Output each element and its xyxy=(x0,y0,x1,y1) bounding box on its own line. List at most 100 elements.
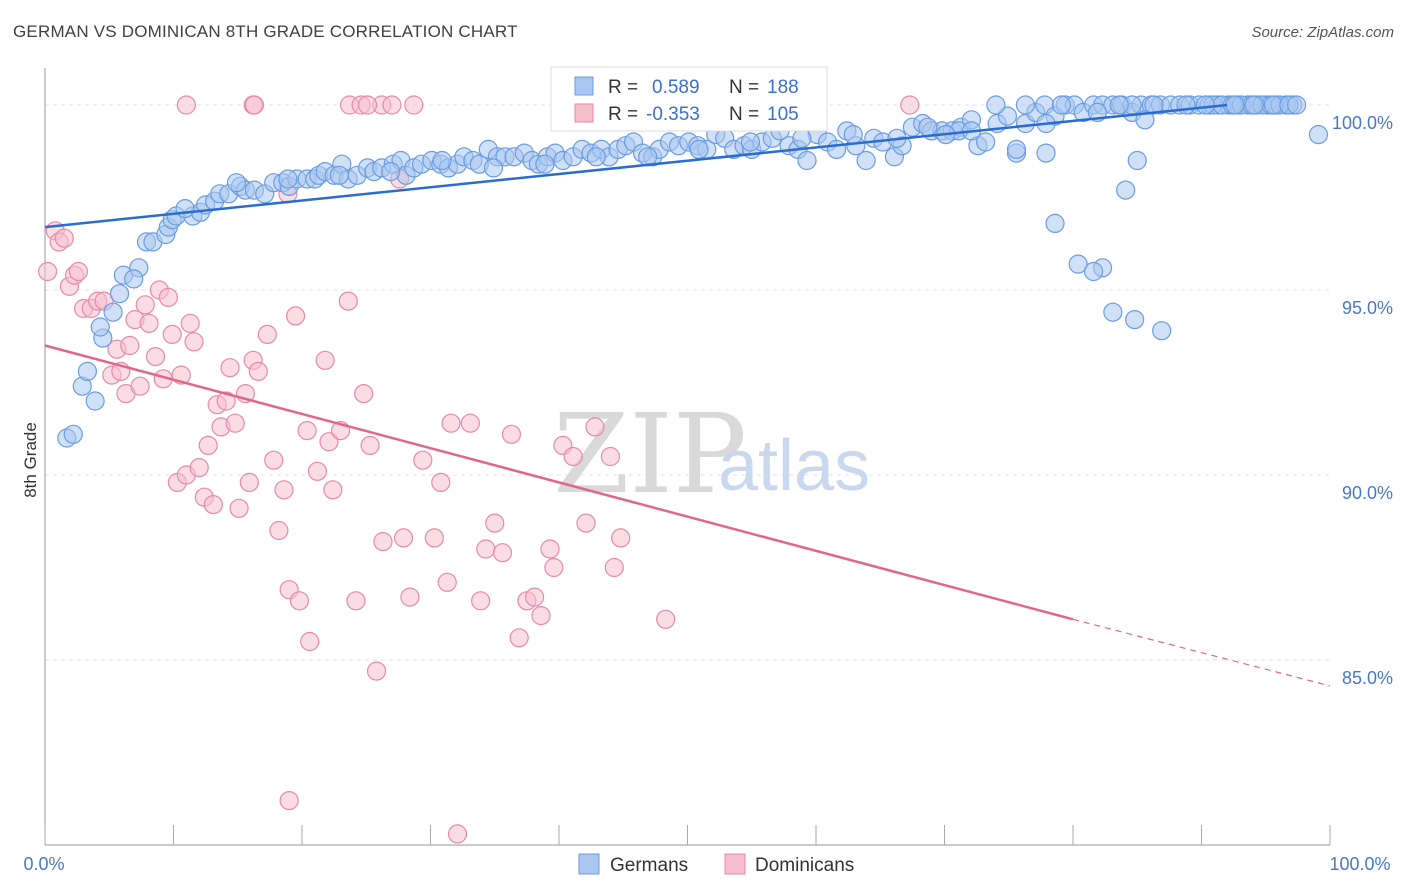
germans-point xyxy=(1015,95,1036,115)
germans-point xyxy=(856,150,876,171)
source-credit: Source: ZipAtlas.com xyxy=(1251,24,1394,41)
germans-point xyxy=(1135,110,1155,130)
germans-point xyxy=(278,169,298,189)
dominicans-point xyxy=(184,332,204,352)
dominicans-point xyxy=(354,384,374,404)
dominicans-point xyxy=(900,95,920,115)
germans-point xyxy=(535,154,555,174)
stats-legend-box xyxy=(550,66,828,132)
germans-point xyxy=(109,284,130,304)
dominicans-point xyxy=(37,261,58,282)
germans-point xyxy=(1176,95,1196,115)
germans-point xyxy=(1144,95,1164,115)
dominicans-point xyxy=(257,324,277,344)
chart-title: GERMAN VS DOMINICAN 8TH GRADE CORRELATIO… xyxy=(13,22,518,41)
germans-point xyxy=(103,302,123,322)
germans-n-value: 188 xyxy=(767,77,799,98)
germans-point xyxy=(986,95,1006,115)
dominicans-point xyxy=(198,435,218,455)
dominicans-point xyxy=(189,458,209,478)
germans-series-swatch xyxy=(578,853,600,875)
dominicans-n-value: 105 xyxy=(767,104,799,125)
dominicans-point xyxy=(315,350,335,370)
germans-point xyxy=(1127,150,1147,171)
dominicans-point xyxy=(244,95,265,115)
dominicans-point xyxy=(120,335,140,356)
dominicans-point xyxy=(346,591,366,611)
germans-point xyxy=(483,158,504,178)
germans-point xyxy=(1195,95,1215,115)
germans-point xyxy=(1036,143,1056,163)
germans-point xyxy=(740,132,761,152)
dominicans-point xyxy=(360,435,380,455)
dominicans-trend-extension xyxy=(1072,618,1331,687)
dominicans-point xyxy=(220,358,240,378)
germans-legend-swatch xyxy=(574,76,594,96)
trend-lines xyxy=(44,103,1331,687)
dominicans-point xyxy=(501,424,522,444)
dominicans-point xyxy=(604,557,624,578)
germans-point xyxy=(826,139,847,159)
dominicans-point xyxy=(382,95,402,115)
germans-point xyxy=(1109,95,1129,115)
dominicans-r-value: -0.353 xyxy=(646,104,700,125)
dominicans-point xyxy=(289,591,310,611)
dominicans-point xyxy=(524,587,545,607)
germans-point xyxy=(1045,213,1065,233)
germans-point xyxy=(1103,302,1123,322)
dominicans-point xyxy=(509,628,529,648)
dominicans-point xyxy=(600,446,621,467)
dominicans-point xyxy=(585,417,605,437)
dominicans-series-label: Dominicans xyxy=(755,855,854,876)
germans-point xyxy=(432,150,452,171)
dominicans-point xyxy=(130,376,150,396)
germans-point xyxy=(1006,139,1027,159)
germans-point xyxy=(792,128,812,148)
germans-point xyxy=(997,106,1018,126)
dominicans-point xyxy=(264,450,284,470)
dominicans-point xyxy=(285,306,306,326)
dominicans-point xyxy=(139,313,159,333)
dominicans-point xyxy=(338,291,358,311)
stats-legend: R = 0.589 N = 188 R = -0.353 N = 105 xyxy=(550,66,828,132)
dominicans-r-label: R = xyxy=(608,104,638,125)
germans-point xyxy=(1125,310,1145,330)
dominicans-point xyxy=(413,450,433,470)
y-tick-label: 95.0% xyxy=(1342,298,1393,318)
dominicans-point xyxy=(176,95,196,115)
x-tick-label-max: 100.0% xyxy=(1329,854,1390,874)
x-axis-ticks xyxy=(44,825,1331,845)
dominicans-point xyxy=(471,591,491,611)
germans-point xyxy=(226,173,247,193)
dominicans-point xyxy=(563,446,583,467)
germans-point xyxy=(63,424,83,444)
dominicans-point xyxy=(400,587,420,607)
dominicans-point xyxy=(229,498,249,518)
germans-r-value: 0.589 xyxy=(652,77,700,98)
germans-point xyxy=(1244,95,1264,115)
dominicans-series-swatch xyxy=(724,853,746,875)
dominicans-point xyxy=(437,572,457,592)
germans-point xyxy=(1051,95,1072,115)
dominicans-point xyxy=(656,609,676,629)
dominicans-point xyxy=(300,631,320,652)
dominicans-point xyxy=(492,543,513,563)
germans-point xyxy=(1152,321,1172,341)
germans-series-label: Germans xyxy=(610,855,688,876)
germans-points xyxy=(57,95,1329,448)
dominicans-point xyxy=(145,347,166,367)
dominicans-point xyxy=(307,461,328,481)
germans-point xyxy=(1308,125,1329,145)
dominicans-point xyxy=(158,287,178,307)
dominicans-point xyxy=(393,528,414,548)
dominicans-point xyxy=(274,480,294,500)
germans-point xyxy=(586,147,606,167)
germans-trend-line xyxy=(44,103,1228,229)
dominicans-point xyxy=(476,539,496,559)
dominicans-point xyxy=(279,790,299,811)
series-legend: Germans Dominicans xyxy=(578,853,854,876)
germans-point xyxy=(1225,95,1245,115)
germans-point xyxy=(90,317,110,337)
watermark-atlas: atlas xyxy=(718,426,870,506)
dominicans-point xyxy=(447,824,468,844)
